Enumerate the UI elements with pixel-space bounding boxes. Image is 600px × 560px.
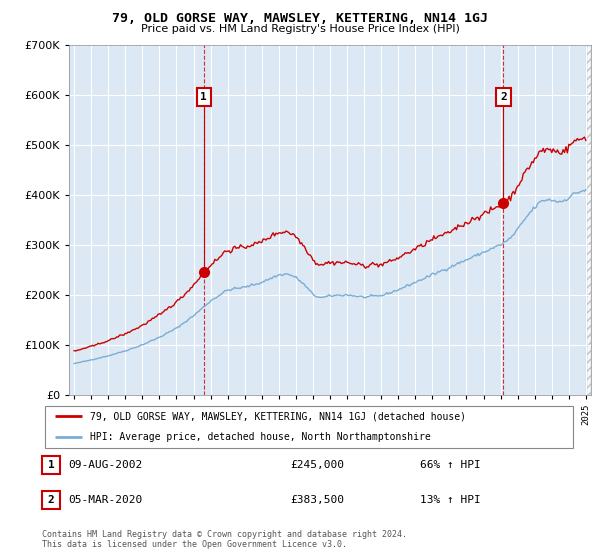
Text: 66% ↑ HPI: 66% ↑ HPI	[420, 460, 481, 470]
Text: 09-AUG-2002: 09-AUG-2002	[68, 460, 142, 470]
Text: 79, OLD GORSE WAY, MAWSLEY, KETTERING, NN14 1GJ (detached house): 79, OLD GORSE WAY, MAWSLEY, KETTERING, N…	[90, 412, 466, 422]
FancyBboxPatch shape	[42, 491, 60, 509]
Text: Price paid vs. HM Land Registry's House Price Index (HPI): Price paid vs. HM Land Registry's House …	[140, 24, 460, 34]
Text: Contains HM Land Registry data © Crown copyright and database right 2024.
This d: Contains HM Land Registry data © Crown c…	[42, 530, 407, 549]
Text: 2: 2	[47, 495, 55, 505]
Text: 05-MAR-2020: 05-MAR-2020	[68, 495, 142, 505]
Text: £245,000: £245,000	[290, 460, 344, 470]
Text: HPI: Average price, detached house, North Northamptonshire: HPI: Average price, detached house, Nort…	[90, 432, 431, 442]
Text: 2: 2	[500, 92, 507, 102]
Text: 13% ↑ HPI: 13% ↑ HPI	[420, 495, 481, 505]
Text: 1: 1	[47, 460, 55, 470]
FancyBboxPatch shape	[44, 405, 574, 449]
Text: £383,500: £383,500	[290, 495, 344, 505]
Polygon shape	[586, 45, 591, 395]
FancyBboxPatch shape	[42, 456, 60, 474]
Text: 79, OLD GORSE WAY, MAWSLEY, KETTERING, NN14 1GJ: 79, OLD GORSE WAY, MAWSLEY, KETTERING, N…	[112, 12, 488, 25]
Text: 1: 1	[200, 92, 207, 102]
